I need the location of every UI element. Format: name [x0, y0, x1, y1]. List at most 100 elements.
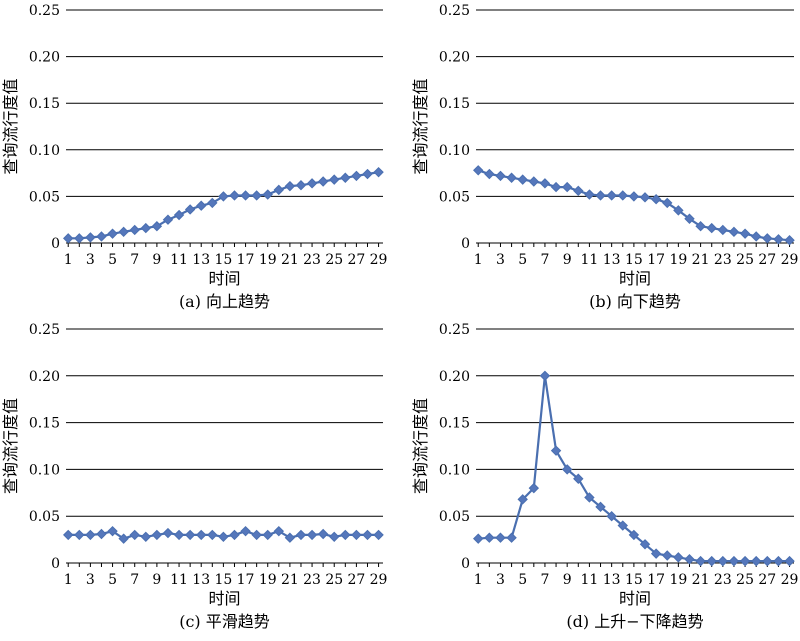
y-tick-label: 0.15: [29, 416, 60, 432]
x-tick-label: 7: [130, 252, 139, 268]
data-point: [184, 204, 196, 215]
x-tick-label: 27: [758, 252, 776, 268]
data-point: [628, 191, 640, 202]
data-point: [573, 473, 584, 484]
y-tick-label: 0.05: [29, 509, 60, 525]
x-tick-label: 19: [669, 572, 687, 588]
panel-caption: (d) 上升−下降趋势: [566, 612, 703, 631]
x-tick-label: 11: [580, 252, 598, 268]
y-tick-label: 0.10: [439, 143, 470, 159]
y-tick-label: 0.10: [29, 143, 60, 159]
data-point: [362, 168, 373, 180]
data-point: [162, 527, 174, 539]
data-point: [728, 226, 740, 238]
data-point: [495, 170, 506, 182]
data-point: [617, 190, 628, 201]
data-point: [584, 189, 595, 200]
data-point: [196, 529, 207, 541]
data-point: [118, 226, 129, 238]
x-tick-label: 7: [130, 572, 139, 588]
y-tick-label: 0.15: [439, 96, 470, 112]
x-tick-label: 11: [170, 252, 188, 268]
data-point: [129, 224, 140, 236]
data-point: [151, 529, 163, 541]
x-tick-label: 7: [540, 252, 549, 268]
data-point: [739, 228, 751, 239]
data-point: [595, 190, 606, 201]
x-tick-label: 5: [108, 252, 117, 268]
data-point: [196, 200, 207, 211]
x-tick-label: 27: [347, 572, 365, 588]
data-point: [251, 529, 262, 541]
data-point: [650, 548, 662, 559]
data-point: [628, 529, 640, 541]
data-point: [317, 528, 329, 540]
data-point: [584, 492, 595, 503]
x-tick-label: 13: [603, 572, 621, 588]
y-axis-title: 查询流行度值: [1, 78, 20, 174]
data-point: [684, 554, 695, 565]
x-tick-label: 19: [669, 252, 687, 268]
x-tick-label: 27: [347, 252, 365, 268]
data-point: [74, 529, 85, 541]
data-point: [495, 532, 506, 543]
x-tick-label: 13: [192, 252, 210, 268]
data-point: [573, 185, 584, 197]
x-tick-label: 3: [86, 572, 95, 588]
data-point: [329, 531, 340, 542]
chart-panel-3: 00.050.100.150.200.251 3 5 7 9 11 13 15 17 19 21 23…: [1, 322, 387, 631]
y-tick-label: 0: [461, 236, 470, 252]
data-point: [517, 494, 528, 505]
x-tick-label: 29: [370, 252, 388, 268]
data-point: [728, 555, 740, 567]
data-point: [784, 234, 795, 246]
y-tick-label: 0: [461, 556, 470, 572]
y-tick-label: 0.20: [439, 50, 470, 66]
data-point: [207, 529, 218, 541]
data-point: [561, 181, 573, 193]
data-point: [184, 529, 196, 541]
data-point: [762, 233, 773, 244]
x-axis-title: 时间: [208, 589, 240, 608]
data-point: [173, 529, 185, 541]
data-point: [762, 555, 773, 567]
data-point: [650, 193, 662, 205]
data-point: [717, 224, 729, 236]
y-tick-label: 0.20: [439, 369, 470, 385]
data-point: [85, 529, 96, 541]
data-point: [284, 532, 296, 543]
x-tick-label: 21: [281, 572, 299, 588]
data-point: [595, 501, 606, 513]
y-tick-label: 0: [51, 556, 60, 572]
x-tick-label: 1: [474, 572, 483, 588]
data-point: [295, 180, 307, 191]
x-tick-label: 1: [64, 572, 73, 588]
x-tick-label: 29: [781, 572, 799, 588]
data-point: [750, 231, 762, 242]
data-point: [673, 552, 684, 563]
data-point: [362, 529, 373, 541]
x-tick-label: 3: [496, 252, 505, 268]
data-point: [251, 190, 262, 201]
y-tick-label: 0: [51, 236, 60, 252]
data-point: [550, 445, 562, 456]
data-point: [773, 234, 784, 245]
data-point: [662, 197, 673, 209]
y-axis-title: 查询流行度值: [411, 78, 430, 174]
data-point: [173, 209, 185, 221]
data-point: [218, 531, 229, 542]
data-point: [129, 529, 140, 541]
x-axis-title: 时间: [619, 589, 651, 608]
x-tick-label: 11: [580, 572, 598, 588]
y-tick-label: 0.15: [29, 96, 60, 112]
x-tick-label: 23: [303, 572, 321, 588]
chart-panel-4: 00.050.100.150.200.251 3 5 7 9 11 13 15 17 19 21 23…: [411, 322, 798, 631]
x-tick-label: 3: [86, 252, 95, 268]
panel-caption: (a) 向上趋势: [179, 292, 270, 311]
data-point: [506, 172, 517, 183]
data-point: [539, 370, 551, 382]
x-tick-label: 1: [64, 252, 73, 268]
chart-panel-1: 00.050.100.150.200.251 3 5 7 9 11 13 15 17 19 21 23…: [1, 3, 387, 311]
data-point: [484, 532, 495, 543]
